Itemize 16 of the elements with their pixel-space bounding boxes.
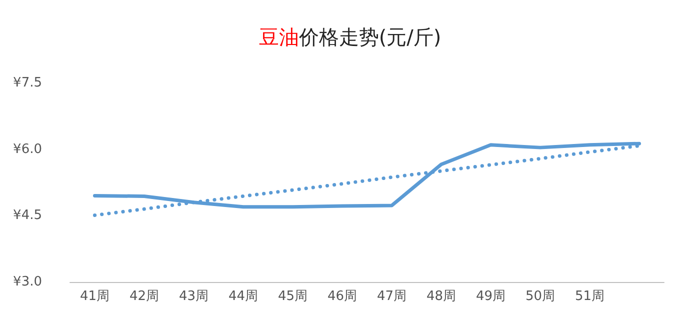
x-tick-label: 48周	[426, 289, 456, 304]
x-tick-label: 45周	[278, 289, 308, 304]
x-tick-label: 41周	[80, 289, 110, 304]
x-tick-label: 46周	[327, 289, 358, 304]
x-tick-label: 42周	[129, 289, 160, 304]
y-tick-label: ¥3.0	[13, 274, 42, 290]
y-tick-label: ¥6.0	[13, 142, 42, 157]
y-tick-label: ¥4.5	[13, 208, 42, 224]
x-tick-label: 47周	[376, 289, 407, 304]
x-tick-label: 51周	[574, 289, 605, 304]
x-tick-label: 44周	[228, 289, 258, 304]
y-tick-label: ¥7.5	[13, 76, 42, 90]
x-tick-label: 50周	[525, 289, 556, 304]
x-tick-label: 43周	[178, 289, 209, 304]
x-tick-label: 49周	[476, 289, 506, 304]
chart-title: 豆油价格走势(元/斤)	[258, 25, 442, 49]
